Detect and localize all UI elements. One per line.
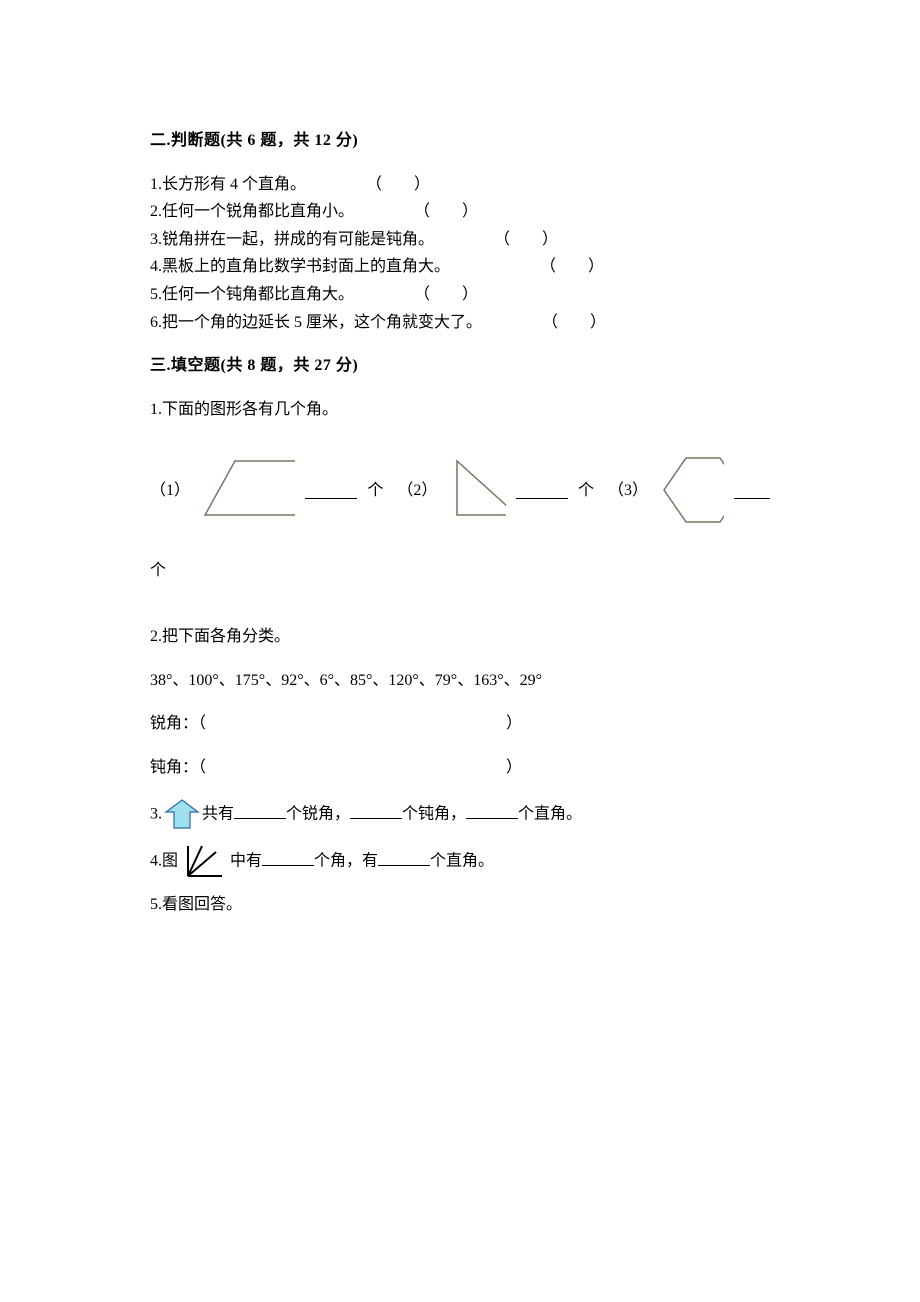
q1-part2-label: （2） xyxy=(397,478,437,504)
judge-item-num: 5 xyxy=(150,286,158,303)
judge-list: 1.长方形有 4 个直角。（ ） 2.任何一个锐角都比直角小。（ ） 3.锐角拼… xyxy=(150,172,770,336)
judge-item-num: 1 xyxy=(150,176,158,193)
parallelogram-shape xyxy=(200,455,295,525)
hexagon-shape xyxy=(658,452,724,528)
q4-pre: 4.图 xyxy=(150,853,178,870)
q1-part1-label: （1） xyxy=(150,478,190,504)
q3-t2: 个锐角， xyxy=(286,806,350,823)
judge-item: 2.任何一个锐角都比直角小。（ ） xyxy=(150,199,770,225)
q2-obtuse-line: 钝角：（ ） xyxy=(150,755,770,781)
section3-title: 三.填空题(共 8 题，共 27 分) xyxy=(150,353,770,379)
judge-item: 5.任何一个钝角都比直角大。（ ） xyxy=(150,282,770,308)
q2-acute-line: 锐角：（ ） xyxy=(150,711,770,737)
section2-title: 二.判断题(共 6 题，共 12 分) xyxy=(150,128,770,154)
q1-part3-label: （3） xyxy=(608,478,648,504)
q3-t4: 个直角。 xyxy=(518,806,582,823)
judge-item: 1.长方形有 4 个直角。（ ） xyxy=(150,172,770,198)
q2-angles: 38°、100°、175°、92°、6°、85°、120°、79°、163°、2… xyxy=(150,668,770,694)
q4-t2: 个角，有 xyxy=(314,853,378,870)
q3-blank3[interactable] xyxy=(466,802,518,819)
q2-obtuse-label: 钝角：（ xyxy=(150,759,206,776)
q3-pre: 3. xyxy=(150,806,162,823)
q1-blank1[interactable] xyxy=(305,482,357,499)
q3-t3: 个钝角， xyxy=(402,806,466,823)
arrow-up-shape xyxy=(162,798,202,832)
judge-paren[interactable]: （ ） xyxy=(366,172,430,198)
q1-blank3[interactable] xyxy=(734,482,770,499)
q1-trailing-unit: 个 xyxy=(150,558,770,584)
judge-item-text: 任何一个钝角都比直角大。 xyxy=(162,286,354,303)
judge-item: 6.把一个角的边延长 5 厘米，这个角就变大了。（ ） xyxy=(150,310,770,336)
q1-blank2[interactable] xyxy=(516,482,568,499)
q1-shapes-row: （1） 个 （2） 个 （3） xyxy=(150,452,770,528)
q2-acute-label: 锐角：（ xyxy=(150,715,206,732)
judge-paren[interactable]: （ ） xyxy=(414,199,478,225)
judge-paren[interactable]: （ ） xyxy=(542,310,606,336)
q3-blank2[interactable] xyxy=(350,802,402,819)
q3-line: 3. 共有 个锐角， 个钝角， 个直角。 xyxy=(150,798,770,832)
q3-t1: 共有 xyxy=(202,806,234,823)
q3-blank1[interactable] xyxy=(234,802,286,819)
right-triangle-shape xyxy=(447,455,506,525)
q4-blank1[interactable] xyxy=(262,849,314,866)
q4-t1: 中有 xyxy=(230,853,262,870)
q1-unit2: 个 xyxy=(578,478,594,504)
judge-item-text: 长方形有 4 个直角。 xyxy=(162,176,306,193)
q5-text: 5.看图回答。 xyxy=(150,892,770,918)
judge-item: 4.黑板上的直角比数学书封面上的直角大。（ ） xyxy=(150,254,770,280)
judge-paren[interactable]: （ ） xyxy=(414,282,478,308)
q1-prompt: 1.下面的图形各有几个角。 xyxy=(150,397,770,423)
judge-item-text: 黑板上的直角比数学书封面上的直角大。 xyxy=(162,258,450,275)
judge-item-num: 3 xyxy=(150,231,158,248)
angle-rays-shape xyxy=(182,842,226,882)
close-paren: ） xyxy=(506,759,522,776)
q4-blank2[interactable] xyxy=(378,849,430,866)
q4-t3: 个直角。 xyxy=(430,853,494,870)
judge-item-text: 锐角拼在一起，拼成的有可能是钝角。 xyxy=(162,231,434,248)
judge-item-num: 2 xyxy=(150,203,158,220)
q1-unit1: 个 xyxy=(367,478,383,504)
judge-item-num: 6 xyxy=(150,314,158,331)
page: 二.判断题(共 6 题，共 12 分) 1.长方形有 4 个直角。（ ） 2.任… xyxy=(0,0,920,1302)
judge-item-text: 任何一个锐角都比直角小。 xyxy=(162,203,354,220)
q4-line: 4.图 中有 个角，有 个直角。 xyxy=(150,842,770,882)
q2-prompt: 2.把下面各角分类。 xyxy=(150,624,770,650)
judge-paren[interactable]: （ ） xyxy=(540,254,604,280)
judge-item-num: 4 xyxy=(150,258,158,275)
judge-item-text: 把一个角的边延长 5 厘米，这个角就变大了。 xyxy=(162,314,482,331)
judge-item: 3.锐角拼在一起，拼成的有可能是钝角。（ ） xyxy=(150,227,770,253)
close-paren: ） xyxy=(506,715,522,732)
judge-paren[interactable]: （ ） xyxy=(494,227,558,253)
